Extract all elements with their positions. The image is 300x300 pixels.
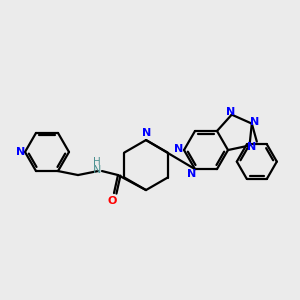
- Text: N: N: [247, 142, 256, 152]
- Text: H: H: [93, 157, 101, 167]
- Text: N: N: [142, 128, 152, 138]
- Text: N: N: [250, 117, 259, 127]
- Text: N: N: [93, 165, 101, 175]
- Text: N: N: [174, 144, 184, 154]
- Text: N: N: [226, 107, 236, 117]
- Text: N: N: [16, 147, 26, 157]
- Text: O: O: [107, 196, 117, 206]
- Text: N: N: [188, 169, 196, 179]
